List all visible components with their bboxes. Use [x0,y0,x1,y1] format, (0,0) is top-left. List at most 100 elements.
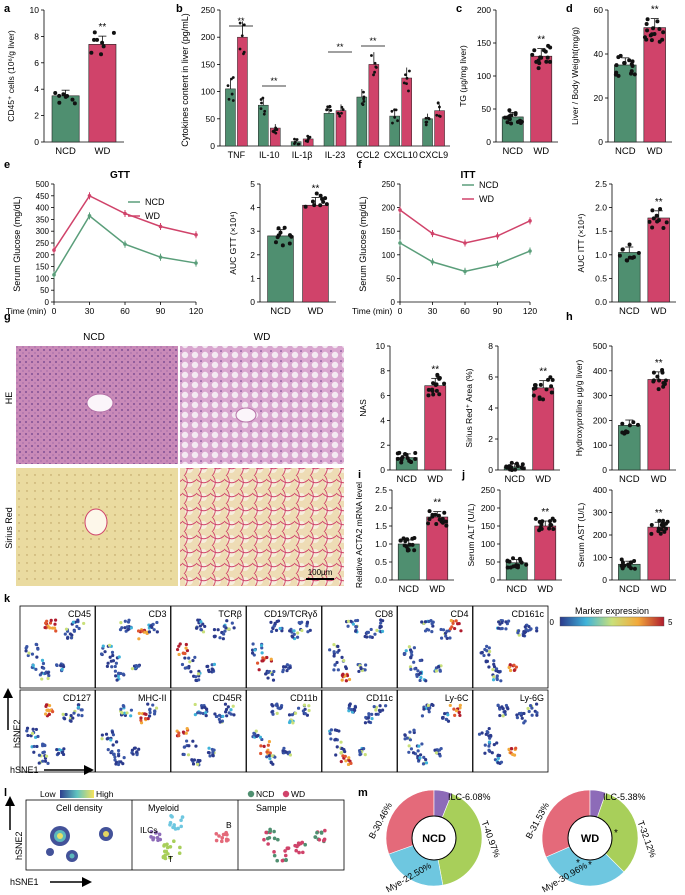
k-cell [206,668,211,672]
nas-ytick-label: 2 [380,440,385,450]
k-cell [427,628,431,632]
k-cell [196,711,200,715]
d-ytick-label: 60 [594,5,604,15]
alt-ytick-label: 100 [481,539,495,549]
b-point [404,73,407,77]
k-cell [147,630,152,634]
alt-point [551,526,556,531]
c-point [544,59,549,64]
k-cell [265,655,269,660]
k-cell [496,756,500,761]
k-cell [258,735,263,739]
l-myeloid-cell [166,852,170,856]
k-cell [25,726,30,730]
k-cell [372,705,376,709]
k-cell [103,650,107,654]
e-auc-point [303,204,308,209]
k-cell [217,713,222,717]
f-xtick-label: 30 [428,306,438,316]
k-tile-label: CD161c [511,609,544,619]
k-cell [154,706,159,710]
k-cell [508,668,513,673]
k-cell [527,709,531,714]
scale-bar-label: 100μm [308,568,333,577]
k-cell [273,755,277,759]
e-point [194,261,198,265]
k-cell [31,727,35,731]
k-cell [477,732,482,736]
k-cell [408,738,413,742]
k-cell [77,626,81,631]
b-point [435,113,439,117]
l-myeloid-cell [224,838,229,843]
k-cell [187,656,191,660]
k-cell [409,747,414,751]
k-cell [211,754,215,758]
nas-point [413,457,418,462]
b-point [372,73,375,77]
k-tile-cd3: CD3 [95,605,171,689]
k-tile-label: CD11c [366,693,393,703]
b-point [340,111,343,115]
k-cell [269,620,273,624]
sr-point [521,466,526,471]
l-myeloid-cell [149,835,153,839]
h-ylabel: Hydroxyproline μg/g liver) [574,360,584,457]
l-density-map [46,826,113,862]
k-cell [26,733,30,738]
k-cell [427,619,431,624]
he-wd-vessel [235,407,257,423]
k-cell [229,712,233,716]
k-cell [354,625,359,629]
k-cell [105,737,109,741]
k-cell [281,749,285,753]
nas-point [403,451,408,456]
h-point [661,384,666,389]
k-cell [419,675,423,680]
l-lab-t: T [168,854,173,864]
nas-point [408,459,413,464]
i-point [410,542,415,547]
sr-point [548,375,553,380]
k-cell [487,646,491,650]
k-cell [34,667,38,671]
ast-point [632,566,637,571]
c-ytick-label: 50 [482,104,492,114]
l-myeloid-cell [168,844,173,849]
k-cell [288,753,293,757]
b-point [393,115,397,119]
k-cell [44,754,49,758]
k-cell [370,716,374,721]
ast-ytick-label: 400 [593,485,607,495]
b-point [436,101,440,105]
k-cell [132,746,137,750]
panel-sr: 0 2 4 6 8 Sirius Red⁺ Area (%) NCD WD ** [464,341,560,485]
b-point [390,109,394,113]
b-point [261,96,265,100]
k-cell [71,716,75,720]
b-point [370,54,373,57]
k-cell [64,712,68,717]
k-cell [484,732,488,736]
sr-ytick-label: 4 [488,403,493,413]
l-myeloid-cell [220,836,225,840]
g-col-ncd: NCD [83,332,105,343]
k-ylab: hSNE2 [12,719,22,748]
c-ytick-label: 0 [486,137,491,147]
k-cell [439,636,444,640]
a-point [111,30,116,35]
nas-ytick-label: 8 [380,366,385,376]
k-cell [108,655,112,659]
k-cell [204,714,208,718]
e-ytick-label: 450 [36,192,50,201]
f-auc-point [650,225,655,230]
k-cell [340,655,344,659]
k-cell [535,702,539,706]
k-cell [189,670,193,674]
b-point [337,112,341,116]
b-point [326,105,330,109]
k-cell [200,706,204,710]
k-tile-label: CD11b [290,693,317,703]
f-ytick-label: 100 [382,251,396,260]
